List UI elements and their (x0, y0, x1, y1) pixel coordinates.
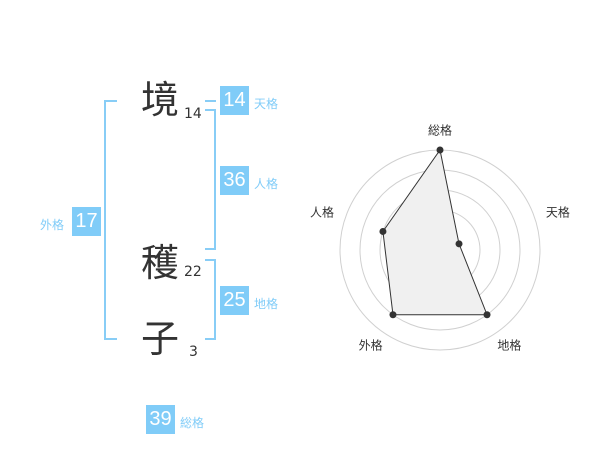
jinkaku-bracket (214, 109, 216, 250)
soukaku-label: 総格 (180, 416, 205, 430)
bracket-tick (205, 109, 216, 111)
radar-axis-label: 総格 (427, 123, 453, 138)
stroke-count-3: 3 (189, 344, 198, 360)
radar-point (389, 311, 397, 319)
chikaku-value: 25 (220, 286, 249, 315)
tenkaku-value: 14 (220, 86, 249, 115)
bracket-tick (205, 259, 216, 261)
jinkaku-value: 36 (220, 166, 249, 195)
tenkaku-label: 天格 (254, 97, 279, 111)
radar-point (483, 311, 491, 319)
radar-axis-label: 人格 (310, 205, 335, 220)
soukaku-value: 39 (146, 405, 175, 434)
radar-axis-label: 地格 (497, 338, 522, 353)
gaikaku-value: 17 (72, 207, 101, 236)
radar-axis-label: 外格 (358, 338, 383, 353)
gaikaku-bracket (104, 100, 106, 340)
radar-area (382, 148, 488, 316)
name-char-3: 子 (141, 317, 180, 361)
jinkaku-label: 人格 (254, 177, 279, 191)
bracket-tick (104, 338, 117, 340)
bracket-tick (104, 100, 117, 102)
gaikaku-label: 外格 (40, 218, 65, 232)
radar-point (436, 146, 444, 154)
radar-axis-label: 天格 (545, 205, 570, 220)
stroke-count-1: 14 (184, 106, 202, 122)
chikaku-bracket (214, 259, 216, 340)
tenkaku-connector (205, 100, 216, 102)
chikaku-label: 地格 (254, 297, 279, 311)
radar-point (379, 227, 387, 235)
name-char-2: 穫 (141, 241, 180, 285)
radar-point (455, 240, 463, 248)
bracket-tick (205, 338, 216, 340)
stroke-count-2: 22 (184, 264, 202, 280)
bracket-tick (205, 248, 216, 250)
name-char-1: 境 (141, 78, 180, 122)
